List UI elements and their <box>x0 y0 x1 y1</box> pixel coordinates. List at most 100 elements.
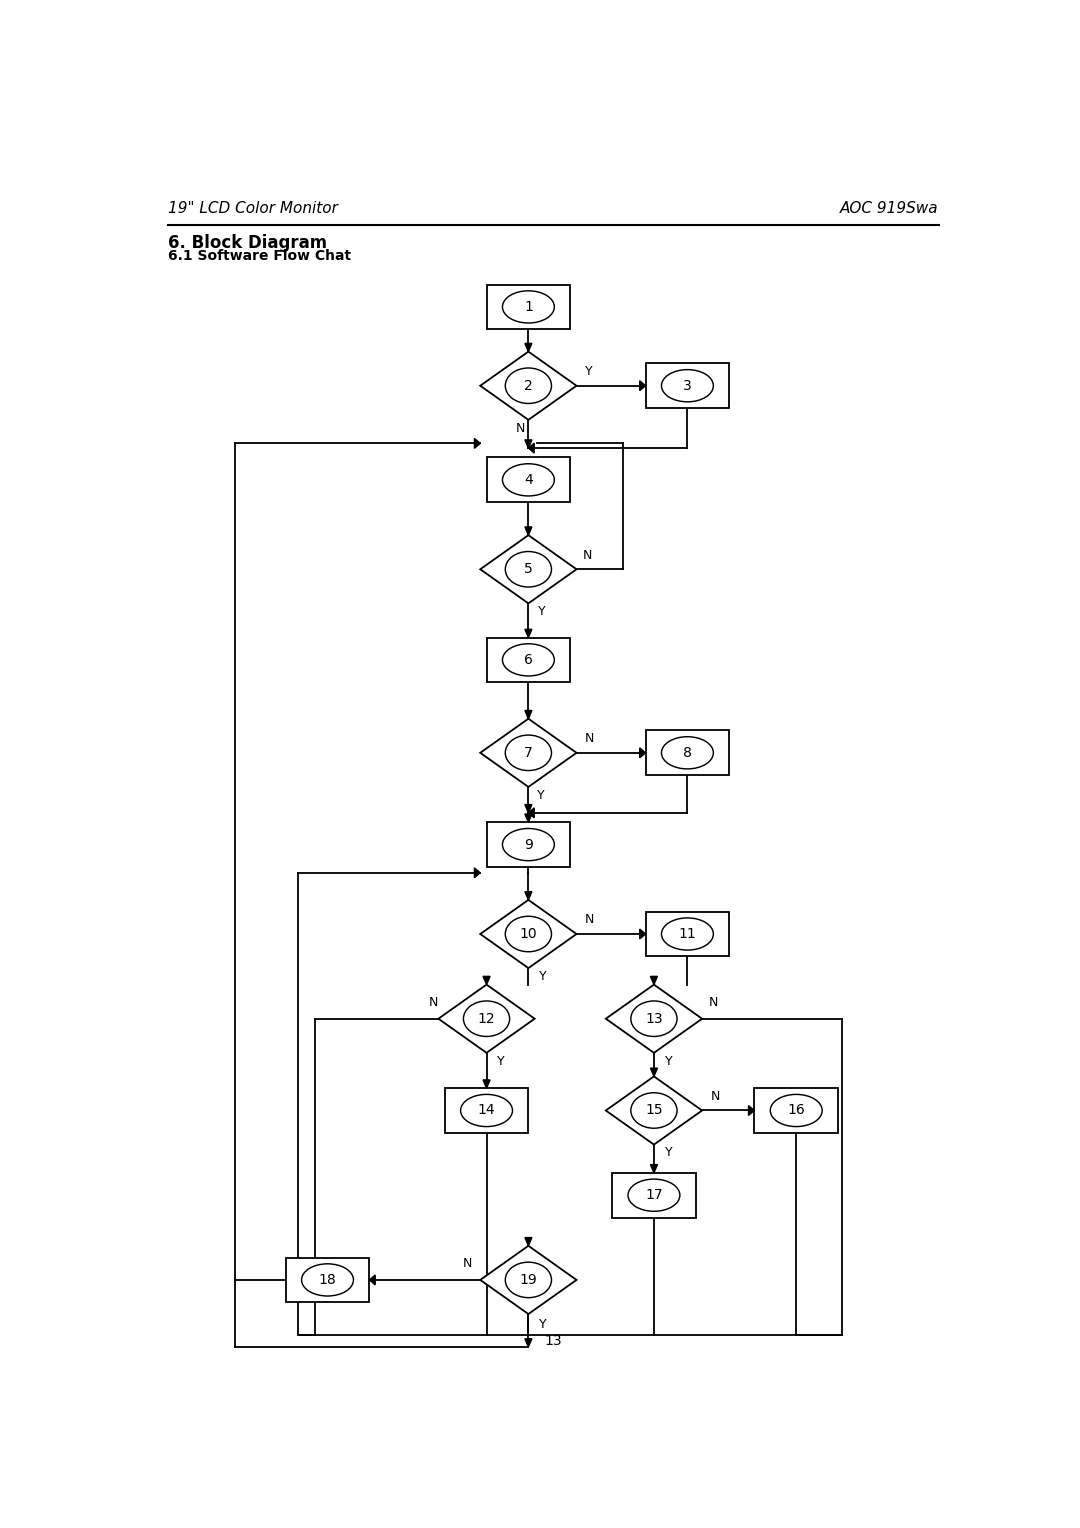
FancyBboxPatch shape <box>646 364 729 408</box>
Polygon shape <box>525 892 532 900</box>
Text: Y: Y <box>539 970 546 983</box>
Ellipse shape <box>502 465 554 497</box>
Polygon shape <box>650 1164 658 1174</box>
Ellipse shape <box>502 828 554 860</box>
Polygon shape <box>474 439 481 448</box>
Text: 10: 10 <box>519 927 537 941</box>
Text: N: N <box>711 1089 719 1103</box>
Polygon shape <box>525 630 532 637</box>
FancyBboxPatch shape <box>486 637 570 681</box>
Text: 17: 17 <box>645 1189 663 1203</box>
Polygon shape <box>528 443 535 452</box>
FancyBboxPatch shape <box>754 1088 838 1132</box>
Text: 9: 9 <box>524 837 532 851</box>
FancyBboxPatch shape <box>612 1174 696 1218</box>
Text: N: N <box>585 732 594 746</box>
FancyBboxPatch shape <box>486 284 570 329</box>
Polygon shape <box>369 1274 375 1285</box>
Text: 8: 8 <box>683 746 692 759</box>
Ellipse shape <box>505 1262 552 1297</box>
Text: 19: 19 <box>519 1273 537 1287</box>
FancyBboxPatch shape <box>646 912 729 957</box>
Ellipse shape <box>505 552 552 587</box>
Ellipse shape <box>661 736 714 769</box>
Ellipse shape <box>661 370 714 402</box>
Text: N: N <box>585 914 594 926</box>
Polygon shape <box>525 1339 532 1348</box>
Ellipse shape <box>627 1180 680 1212</box>
Text: N: N <box>515 422 525 434</box>
Ellipse shape <box>505 368 552 403</box>
Text: 12: 12 <box>477 1012 496 1025</box>
Text: N: N <box>463 1258 472 1270</box>
Text: 4: 4 <box>524 472 532 487</box>
Polygon shape <box>639 929 646 938</box>
Polygon shape <box>525 440 532 448</box>
FancyBboxPatch shape <box>486 822 570 866</box>
Polygon shape <box>748 1106 754 1115</box>
Polygon shape <box>525 344 532 351</box>
Polygon shape <box>650 976 658 984</box>
Text: 5: 5 <box>524 562 532 576</box>
Text: Y: Y <box>539 1319 546 1331</box>
Polygon shape <box>483 976 490 984</box>
Text: 13: 13 <box>544 1334 563 1348</box>
Ellipse shape <box>631 1001 677 1036</box>
Polygon shape <box>606 984 702 1053</box>
Polygon shape <box>525 1238 532 1245</box>
Polygon shape <box>528 808 535 817</box>
Text: 3: 3 <box>683 379 692 393</box>
Text: 1: 1 <box>524 299 532 313</box>
Ellipse shape <box>301 1264 353 1296</box>
Text: 6.1 Software Flow Chat: 6.1 Software Flow Chat <box>168 249 352 263</box>
Ellipse shape <box>502 643 554 675</box>
Text: 2: 2 <box>524 379 532 393</box>
FancyBboxPatch shape <box>445 1088 528 1132</box>
Text: N: N <box>583 549 593 562</box>
Polygon shape <box>483 1080 490 1088</box>
Polygon shape <box>525 527 532 535</box>
Polygon shape <box>474 868 481 877</box>
Text: Y: Y <box>537 788 544 802</box>
Text: 15: 15 <box>645 1103 663 1117</box>
Text: 16: 16 <box>787 1103 805 1117</box>
Text: AOC 919Swa: AOC 919Swa <box>840 202 939 217</box>
Polygon shape <box>525 814 532 822</box>
Text: 14: 14 <box>477 1103 496 1117</box>
Text: Y: Y <box>665 1146 673 1160</box>
Text: 11: 11 <box>678 927 697 941</box>
Text: Y: Y <box>498 1054 505 1068</box>
Text: Y: Y <box>539 605 546 619</box>
Polygon shape <box>639 747 646 758</box>
Text: 7: 7 <box>524 746 532 759</box>
Text: N: N <box>708 996 718 1008</box>
Polygon shape <box>481 351 577 420</box>
Ellipse shape <box>463 1001 510 1036</box>
Polygon shape <box>525 805 532 813</box>
Polygon shape <box>481 900 577 969</box>
Polygon shape <box>650 1068 658 1076</box>
Polygon shape <box>639 380 646 391</box>
Polygon shape <box>481 1245 577 1314</box>
Ellipse shape <box>460 1094 513 1126</box>
Text: 6. Block Diagram: 6. Block Diagram <box>168 234 327 252</box>
Text: N: N <box>429 996 437 1008</box>
Ellipse shape <box>505 735 552 770</box>
Ellipse shape <box>770 1094 822 1126</box>
Text: 19" LCD Color Monitor: 19" LCD Color Monitor <box>168 202 338 217</box>
Ellipse shape <box>631 1093 677 1128</box>
Polygon shape <box>525 711 532 718</box>
FancyBboxPatch shape <box>285 1258 369 1302</box>
Polygon shape <box>438 984 535 1053</box>
Ellipse shape <box>505 917 552 952</box>
Text: 13: 13 <box>645 1012 663 1025</box>
Polygon shape <box>481 535 577 604</box>
FancyBboxPatch shape <box>646 730 729 775</box>
Ellipse shape <box>661 918 714 950</box>
Text: Y: Y <box>665 1054 673 1068</box>
Text: Y: Y <box>585 365 593 377</box>
Text: 18: 18 <box>319 1273 336 1287</box>
Ellipse shape <box>502 290 554 322</box>
Text: 6: 6 <box>524 652 532 666</box>
Polygon shape <box>481 718 577 787</box>
